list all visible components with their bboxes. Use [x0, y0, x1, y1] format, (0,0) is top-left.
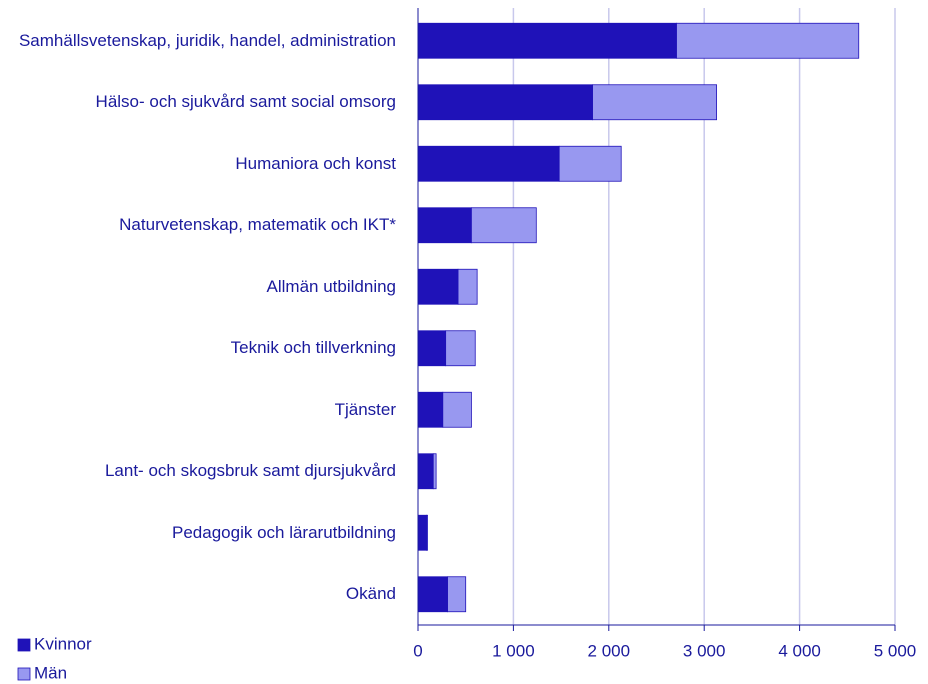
bar-segment — [417, 84, 593, 121]
category-label: Samhällsvetenskap, juridik, handel, admi… — [18, 30, 396, 50]
bar-segment — [676, 22, 860, 59]
category-label: Teknik och tillverkning — [230, 338, 396, 358]
bar-segment — [417, 268, 459, 305]
bar-segment — [417, 330, 447, 367]
legend-swatch — [17, 638, 31, 652]
bar-segment — [445, 330, 476, 367]
category-label: Okänd — [345, 584, 396, 604]
category-label: Allmän utbildning — [266, 276, 396, 296]
bar-segment — [417, 145, 560, 182]
category-label: Tjänster — [334, 399, 396, 419]
x-tick-label: 3 000 — [683, 641, 726, 660]
bar-segment — [447, 576, 467, 613]
x-tick-label: 2 000 — [588, 641, 631, 660]
bar-segment — [417, 391, 444, 428]
bar-segment — [432, 453, 437, 490]
x-tick-label: 5 000 — [874, 641, 917, 660]
bar-segment — [417, 514, 427, 551]
bar-segment — [442, 391, 472, 428]
category-label: Humaniora och konst — [235, 153, 396, 173]
bar-segment — [558, 145, 622, 182]
bar-segment — [592, 84, 718, 121]
bar-segment — [426, 514, 428, 551]
bar-segment — [417, 576, 448, 613]
legend-label: Kvinnor — [34, 634, 92, 653]
legend-swatch — [17, 667, 31, 681]
category-label: Hälso- och sjukvård samt social omsorg — [95, 92, 396, 112]
bar-segment — [457, 268, 478, 305]
x-tick-label: 4 000 — [778, 641, 821, 660]
bar-segment — [471, 207, 537, 244]
bar-segment — [417, 207, 472, 244]
x-tick-label: 0 — [413, 641, 422, 660]
bar-segment — [417, 453, 434, 490]
bar-segment — [417, 22, 677, 59]
category-label: Lant- och skogsbruk samt djursjukvård — [104, 461, 396, 481]
category-label: Pedagogik och lärarutbildning — [172, 522, 396, 542]
legend-label: Män — [34, 663, 67, 682]
x-tick-label: 1 000 — [492, 641, 535, 660]
category-label: Naturvetenskap, matematik och IKT* — [119, 215, 396, 235]
